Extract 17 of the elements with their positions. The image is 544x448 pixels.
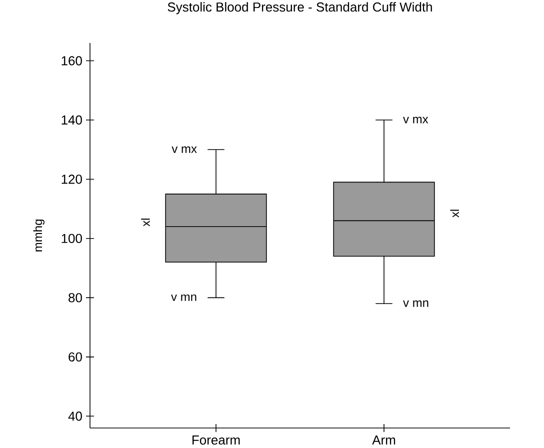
annotation: v mx [172, 146, 197, 153]
annotation: v mx [403, 116, 428, 124]
annotation: v mn [403, 300, 428, 307]
y-tick-label: 80 [68, 293, 82, 302]
y-tick-label: 100 [62, 234, 82, 244]
y-tick-label: 140 [62, 115, 82, 125]
x-tick-label: Forearm [192, 436, 240, 445]
x-tick-label: Arm [372, 436, 396, 444]
y-tick-label: 60 [68, 352, 82, 362]
annotation: v mn [171, 294, 196, 301]
annotation: xl [450, 210, 459, 218]
y-tick-label: 160 [62, 56, 82, 66]
y-tick-label: 40 [68, 412, 82, 421]
annotation: xl [141, 218, 150, 226]
y-tick-label: 120 [62, 174, 82, 184]
y-axis-title: mmhg [33, 220, 44, 252]
chart-title: Systolic Blood Pressure - Standard Cuff Width [168, 2, 432, 14]
